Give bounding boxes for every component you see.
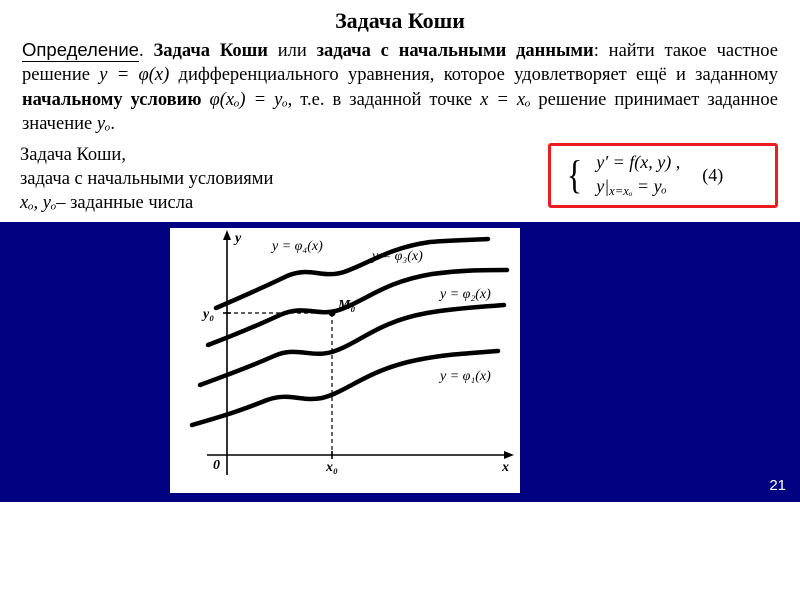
eq2-sub: x=xₒ [609, 184, 632, 198]
eq2-b: = yₒ [632, 176, 666, 196]
def-text-3: , т.е. в заданной точке [288, 90, 480, 110]
svg-text:x₀: x₀ [325, 460, 338, 475]
def-eq-2: φ(xₒ) = yₒ [201, 90, 287, 110]
def-eq-1: y = φ(x) [99, 65, 169, 85]
equation-lines: y′ = f(x, y) , y|x=xₒ = yₒ [596, 152, 680, 199]
svg-text:x: x [501, 460, 509, 475]
svg-text:y₀: y₀ [201, 307, 214, 322]
def-text-5: . [110, 114, 115, 134]
graph-area: y x 0 y₀ x₀ M₀ y = φ₄(x) y = φ₃(x) y = φ₂(x) y = … [0, 222, 800, 502]
page-title: Задача Коши [0, 0, 800, 36]
svg-text:y = φ₃(x): y = φ₃(x) [370, 249, 423, 264]
def-bold-2: задача с начальными данными [317, 41, 594, 61]
svg-text:0: 0 [213, 458, 220, 473]
left-line-3b: – заданные числа [56, 193, 193, 213]
def-eq-3: x = xₒ [480, 90, 530, 110]
eq2-a: y| [596, 176, 609, 196]
def-bold-1: Задача Коши [153, 41, 267, 61]
definition-paragraph: Определение. Задача Коши или задача с на… [0, 36, 800, 143]
left-line-2: задача с начальными условиями [20, 167, 538, 191]
def-eq-4: yₒ [97, 114, 111, 134]
equation-line-2: y|x=xₒ = yₒ [596, 176, 680, 199]
left-brace-icon: { [567, 156, 582, 194]
equation-box: { y′ = f(x, y) , y|x=xₒ = yₒ (4) [548, 143, 778, 208]
left-text-block: Задача Коши, задача с начальными условия… [20, 143, 538, 216]
graph-card: y x 0 y₀ x₀ M₀ y = φ₄(x) y = φ₃(x) y = φ₂(x) y = … [170, 228, 520, 493]
page-number: 21 [769, 477, 786, 494]
definition-label: Определение [22, 39, 139, 62]
svg-text:y = φ₂(x): y = φ₂(x) [438, 287, 491, 302]
equation-line-1: y′ = f(x, y) , [596, 152, 680, 173]
equation-number: (4) [702, 165, 723, 186]
svg-text:M₀: M₀ [337, 298, 355, 313]
left-line-3a: xₒ, yₒ [20, 193, 56, 213]
def-bold-3: начальному условию [22, 90, 201, 110]
svg-text:y: y [233, 231, 242, 246]
svg-text:y = φ₁(x): y = φ₁(x) [438, 369, 491, 384]
slide: Задача Коши Определение. Задача Коши или… [0, 0, 800, 600]
graph-svg: y x 0 y₀ x₀ M₀ y = φ₄(x) y = φ₃(x) y = φ₂(x) y = … [172, 230, 518, 491]
row-problem-and-equation: Задача Коши, задача с начальными условия… [0, 143, 800, 220]
svg-text:y = φ₄(x): y = φ₄(x) [270, 239, 323, 254]
def-text-2: дифференциального уравнения, которое удо… [169, 65, 778, 85]
left-line-3: xₒ, yₒ– заданные числа [20, 191, 538, 215]
def-mid-1: или [268, 41, 317, 61]
left-line-1: Задача Коши, [20, 143, 538, 167]
